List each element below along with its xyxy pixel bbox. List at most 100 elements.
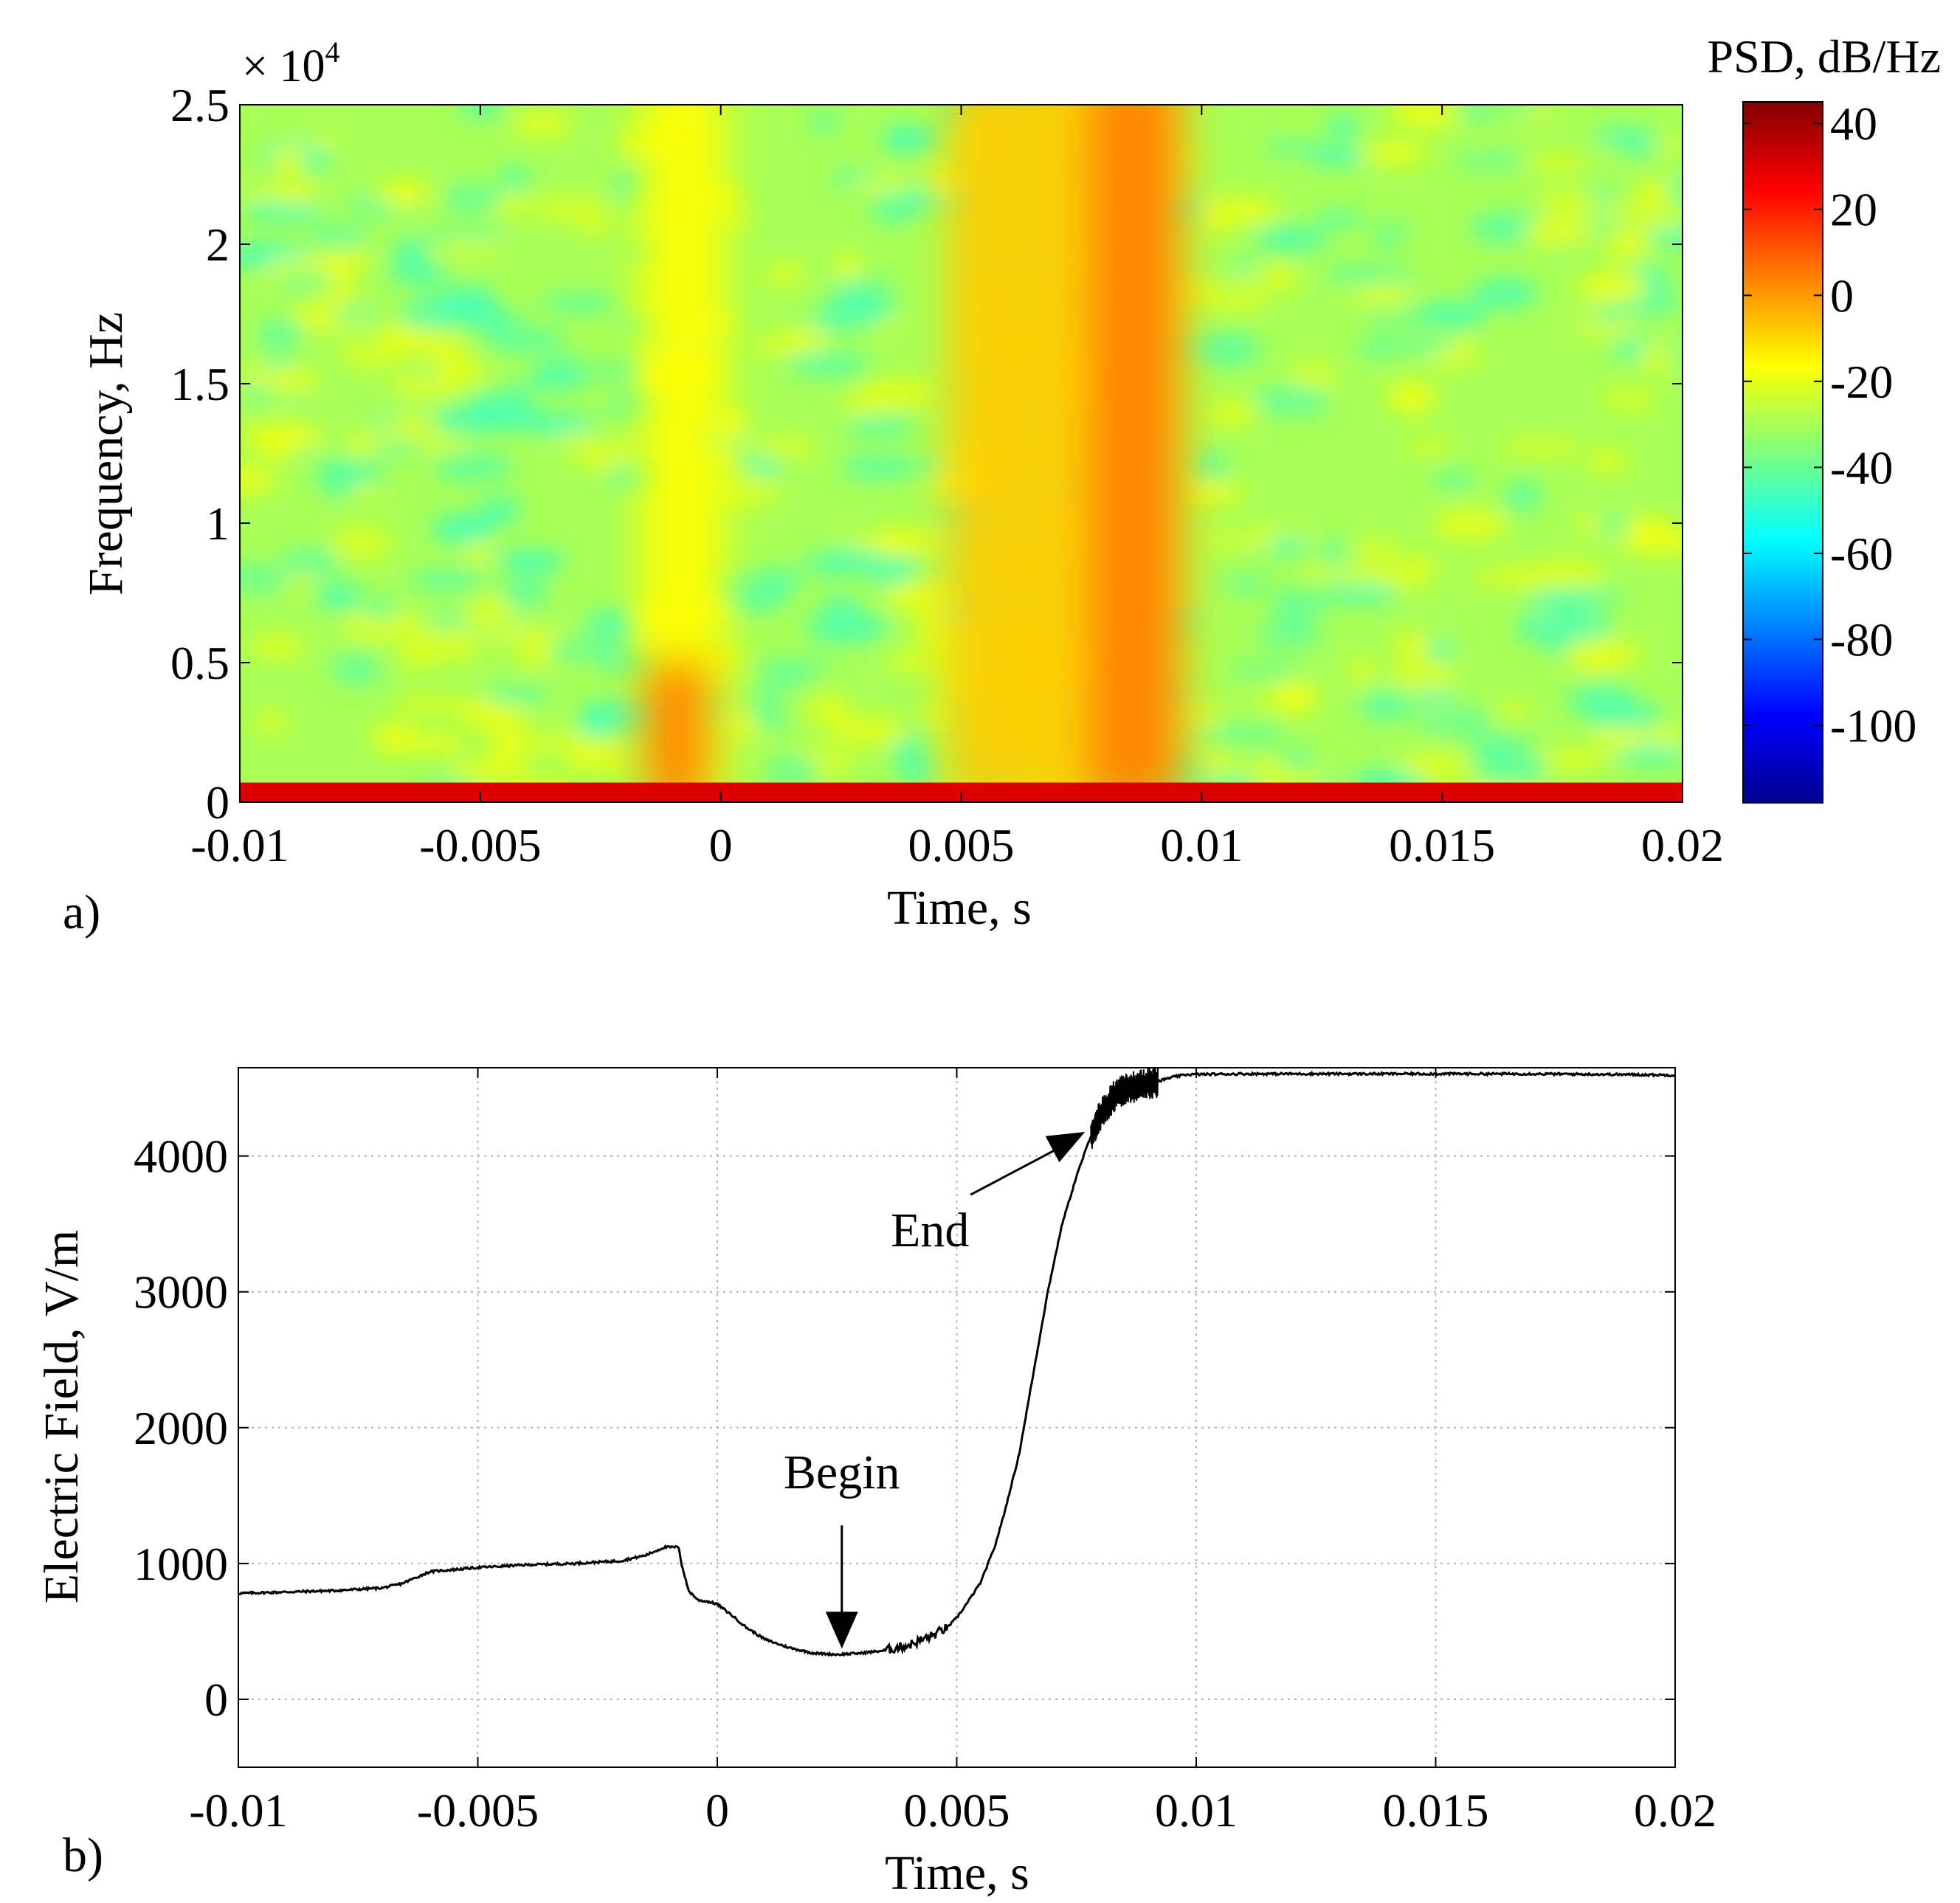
spectrogram-texture-blob xyxy=(1618,525,1683,556)
spectrogram-texture-blob xyxy=(435,240,503,256)
line-ylabel: Electric Field, V/m xyxy=(35,1230,89,1604)
spectrogram-texture-blob xyxy=(884,579,966,613)
spectrogram-texture-blob xyxy=(430,511,496,546)
spectrogram-texture-blob xyxy=(331,305,377,323)
spectrogram-texture-blob xyxy=(749,686,781,700)
spectrogram-texture-blob xyxy=(1198,195,1280,226)
spectrogram-x-tick-label: 0.005 xyxy=(908,819,1015,871)
spectrogram-texture-blob xyxy=(531,412,593,440)
spectrogram-texture-blob xyxy=(434,453,514,482)
spectrogram-texture-blob xyxy=(1179,482,1244,505)
spectrogram-texture-blob xyxy=(1518,156,1590,170)
electric-field-oscillation xyxy=(1090,1068,1159,1149)
spectrogram-texture-blob xyxy=(1393,338,1459,353)
line-xlabel: Time, s xyxy=(885,1846,1029,1900)
spectrogram-texture-blob xyxy=(1322,581,1398,604)
spectrogram-texture-blob xyxy=(342,610,427,643)
spectrogram-texture-blob xyxy=(1221,574,1271,593)
spectrogram-texture-blob xyxy=(1503,478,1542,514)
spectrogram-y-tick-label: 2 xyxy=(206,218,230,271)
line-x-axis: -0.01 -0.005 0 0.005 0.01 0.015 0.02 xyxy=(189,1068,1716,1837)
spectrogram-texture-blob xyxy=(1389,657,1459,693)
spectrogram-texture-blob xyxy=(458,607,524,628)
spectrogram-texture-blob xyxy=(435,404,505,435)
spectrogram-texture-blob xyxy=(1409,437,1451,455)
spectrogram-texture-blob xyxy=(1315,210,1364,227)
spectrogram-texture-blob xyxy=(499,167,531,189)
spectrogram-texture-blob xyxy=(1613,742,1683,766)
line-x-tick-label: 0.015 xyxy=(1383,1784,1489,1837)
spectrogram-texture-blob xyxy=(1649,728,1683,747)
spectrogram-texture-blob xyxy=(551,435,598,448)
colorbar-tick-label: -40 xyxy=(1830,441,1893,494)
spectrogram-ylabel: Frequency, Hz xyxy=(79,312,133,595)
spectrogram-texture-blob xyxy=(613,177,641,201)
spectrogram-texture-blob xyxy=(708,571,786,598)
spectrogram-texture-blob xyxy=(766,753,820,786)
spectrogram-texture-blob xyxy=(1494,702,1532,720)
spectrogram-texture-blob xyxy=(494,711,528,736)
spectrogram-texture-blob xyxy=(1412,707,1491,737)
spectrogram-texture-blob xyxy=(745,437,816,460)
spectrogram-texture-blob xyxy=(819,546,886,573)
spectrogram-panel: -0.01 -0.005 0 0.005 0.01 0.015 0.02 0 0.5 1 1.5 2… xyxy=(63,30,1941,939)
spectrogram-texture-blob xyxy=(1636,179,1673,210)
spectrogram-texture-blob xyxy=(1255,621,1322,649)
spectrogram-texture-blob xyxy=(400,244,427,259)
line-x-tick-label: 0 xyxy=(705,1784,729,1837)
spectrogram-texture-blob xyxy=(370,722,421,755)
spectrogram-texture-blob xyxy=(339,342,373,363)
spectrogram-texture-blob xyxy=(829,714,909,747)
spectrogram-texture-blob xyxy=(750,703,786,731)
spectrogram-texture-blob xyxy=(1620,213,1683,227)
spectrogram-texture-blob xyxy=(1222,725,1286,746)
spectrogram-texture-blob xyxy=(1579,270,1649,303)
spectrogram-texture-blob xyxy=(254,710,288,735)
spectrogram-texture-blob xyxy=(483,328,566,353)
spectrogram-texture-blob xyxy=(1592,725,1646,750)
spectrogram-texture-blob xyxy=(1206,400,1258,427)
spectrogram-texture-blob xyxy=(1646,226,1683,248)
spectrogram-texture-blob xyxy=(1410,689,1458,705)
spectrogram-texture-blob xyxy=(869,531,947,553)
colorbar-tick-label: -100 xyxy=(1830,700,1916,752)
spectrogram-texture-blob xyxy=(1539,186,1598,218)
spectrogram-texture-blob xyxy=(1271,533,1302,550)
spectrogram-y-axis: 0 0.5 1 1.5 2 2.5 xyxy=(170,79,1683,829)
spectrogram-texture-blob xyxy=(420,227,505,244)
spectrogram-texture-blob xyxy=(263,353,293,369)
spectrogram-texture-blob xyxy=(1601,388,1657,410)
spectrogram-texture-blob xyxy=(1350,288,1414,303)
spectrogram-x-tick-label: 0.02 xyxy=(1641,819,1724,871)
spectrogram-texture-blob xyxy=(531,734,604,748)
spectrogram-texture-blob xyxy=(1452,105,1502,120)
spectrogram-texture-blob xyxy=(249,632,306,660)
spectrogram-texture-blob xyxy=(857,379,937,410)
spectrogram-y-tick-label: 1 xyxy=(206,497,230,550)
line-y-tick-label: 0 xyxy=(204,1674,228,1726)
spectrogram-texture-blob xyxy=(530,195,610,223)
spectrogram-texture-blob xyxy=(463,545,494,559)
line-y-axis: 0 1000 2000 3000 4000 xyxy=(134,1130,1675,1726)
spectrogram-texture-blob xyxy=(459,105,505,120)
spectrogram-texture-blob xyxy=(243,383,271,402)
colorbar-tick-label: -20 xyxy=(1830,356,1893,408)
spectrogram-texture-blob xyxy=(1431,472,1477,488)
spectrogram-x-tick-label: -0.01 xyxy=(190,819,289,871)
spectrogram-texture-blob xyxy=(502,550,566,573)
line-plot-background xyxy=(238,1068,1675,1767)
spectrogram-texture-blob xyxy=(1581,311,1627,325)
spectrogram-texture-blob xyxy=(389,179,421,211)
spectrogram-texture-blob xyxy=(240,563,289,594)
panel-label-a: a) xyxy=(63,885,100,939)
annotation-begin-label: Begin xyxy=(784,1446,900,1499)
electric-field-panel: -0.01 -0.005 0 0.005 0.01 0.015 0.02 0 1000 2000… xyxy=(35,1067,1716,1900)
line-x-tick-label: 0.01 xyxy=(1155,1784,1238,1837)
line-y-tick-label: 1000 xyxy=(134,1538,228,1590)
spectrogram-image xyxy=(240,105,1683,802)
spectrogram-texture-blob xyxy=(1597,514,1632,536)
spectrogram-texture-blob xyxy=(1358,688,1413,721)
spectrogram-texture-blob xyxy=(331,652,382,686)
spectrogram-y-tick-label: 1.5 xyxy=(170,358,230,410)
spectrogram-texture-blob xyxy=(843,416,917,438)
